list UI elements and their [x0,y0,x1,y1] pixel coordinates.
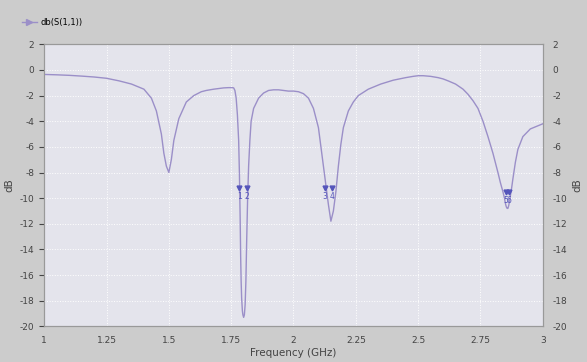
Text: 5: 5 [503,195,508,205]
Text: 6: 6 [507,195,512,205]
X-axis label: Frequency (GHz): Frequency (GHz) [250,348,337,358]
Legend: db(S(1,1)): db(S(1,1)) [18,14,86,30]
Text: 1: 1 [237,192,242,201]
Y-axis label: dB: dB [573,178,583,192]
Y-axis label: dB: dB [4,178,14,192]
Text: 2: 2 [244,192,249,201]
Text: 4: 4 [330,192,335,201]
Text: 3: 3 [322,192,327,201]
